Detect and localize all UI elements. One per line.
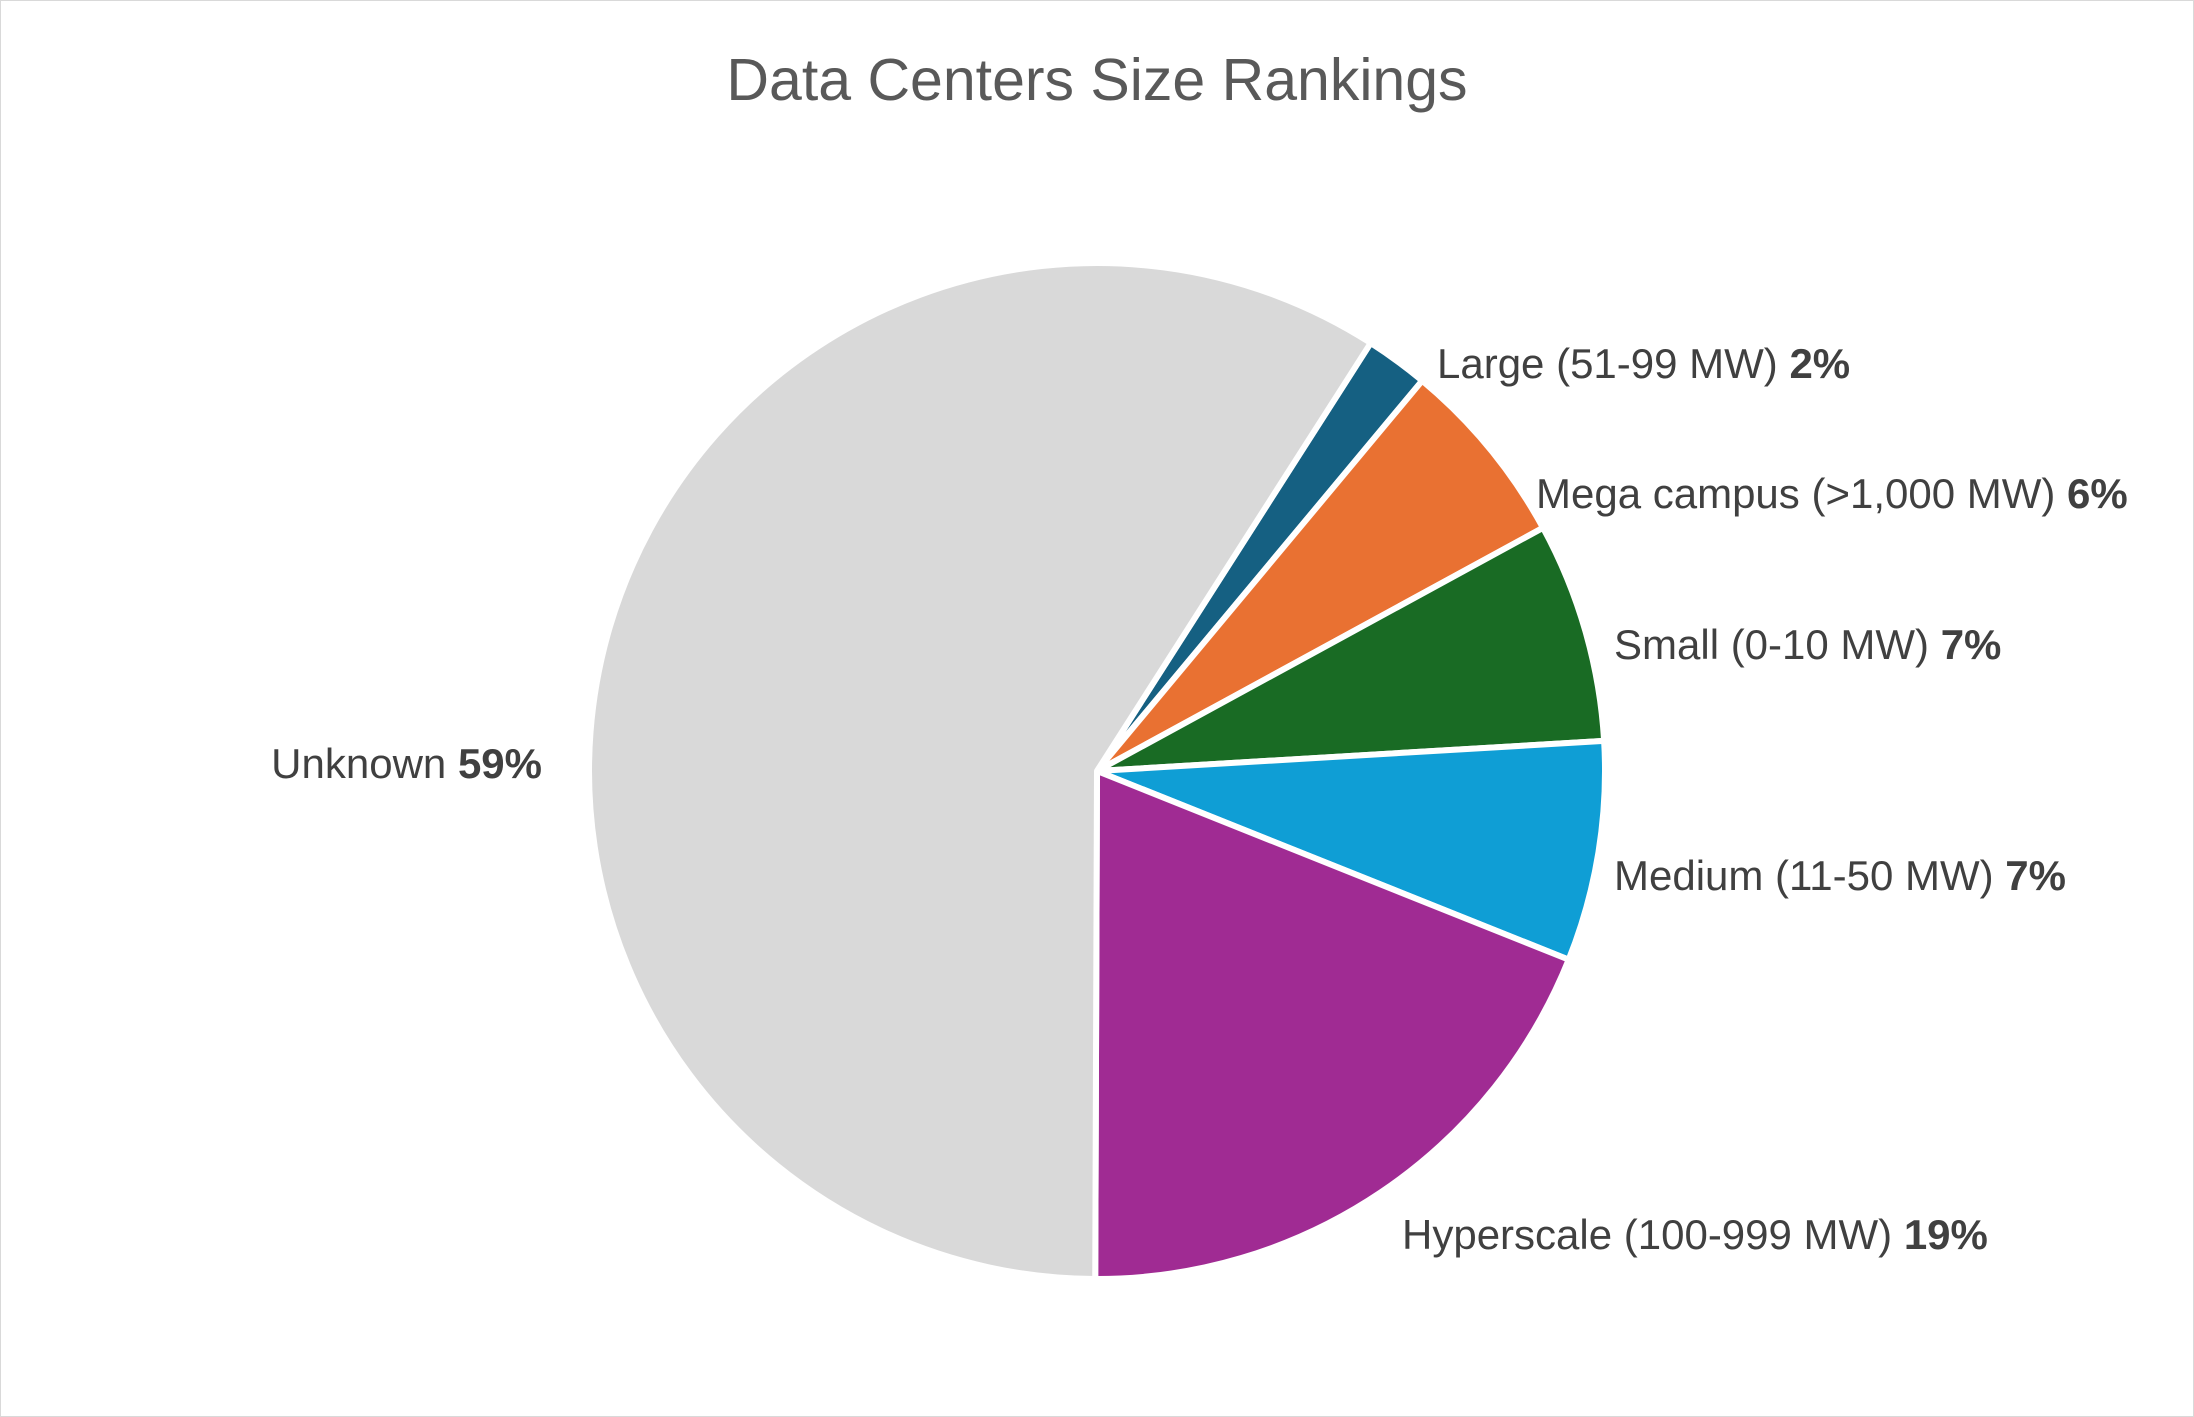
data-label-category: Small (0-10 MW) bbox=[1614, 621, 1941, 668]
data-label-percentage: 19% bbox=[1904, 1211, 1988, 1258]
data-label-unknown: Unknown 59% bbox=[271, 740, 542, 787]
chart-title: Data Centers Size Rankings bbox=[726, 47, 1467, 113]
data-label-category: Mega campus (>1,000 MW) bbox=[1536, 470, 2067, 517]
pie-slice-medium bbox=[1094, 737, 1608, 963]
data-label-percentage: 59% bbox=[458, 740, 542, 787]
data-label-percentage: 7% bbox=[2005, 852, 2066, 899]
data-label-category: Large (51-99 MW) bbox=[1437, 340, 1789, 387]
data-label-percentage: 7% bbox=[1941, 621, 2002, 668]
data-label-small: Small (0-10 MW) 7% bbox=[1614, 621, 2001, 668]
data-label-category: Unknown bbox=[271, 740, 458, 787]
pie-slice-hyperscale bbox=[1092, 768, 1572, 1283]
data-label-hyperscale: Hyperscale (100-999 MW) 19% bbox=[1402, 1211, 1988, 1258]
data-label-mega-campus: Mega campus (>1,000 MW) 6% bbox=[1536, 470, 2128, 517]
pie-slice-unknown bbox=[586, 260, 1374, 1282]
data-labels: Large (51-99 MW) 2% Mega campus (>1,000 M… bbox=[271, 340, 2128, 1258]
data-label-large: Large (51-99 MW) 2% bbox=[1437, 340, 1850, 387]
data-label-category: Hyperscale (100-999 MW) bbox=[1402, 1211, 1904, 1258]
pie-slices bbox=[586, 260, 1608, 1283]
data-label-medium: Medium (11-50 MW) 7% bbox=[1614, 852, 2066, 899]
pie-slice-small bbox=[1094, 524, 1608, 774]
data-label-percentage: 2% bbox=[1789, 340, 1850, 387]
pie-slice-mega-campus bbox=[1094, 377, 1547, 774]
data-label-category: Medium (11-50 MW) bbox=[1614, 852, 2005, 899]
data-label-percentage: 6% bbox=[2067, 470, 2128, 517]
